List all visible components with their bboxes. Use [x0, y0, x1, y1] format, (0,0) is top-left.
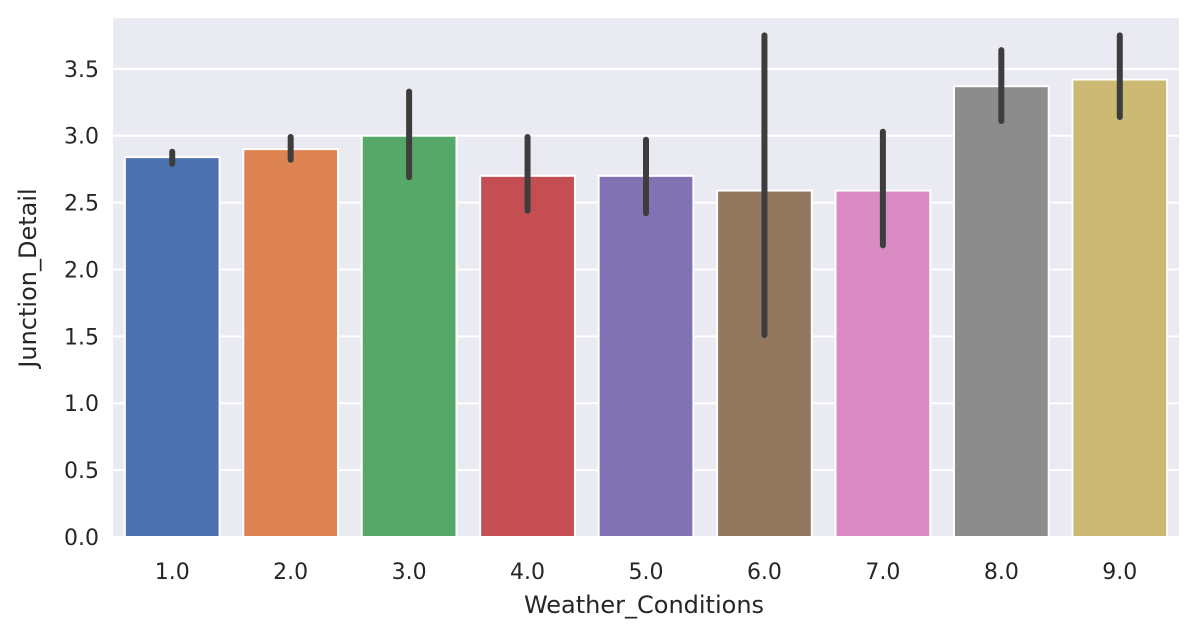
bars	[123, 78, 1169, 539]
x-tick-label: 1.0	[155, 560, 190, 585]
bar-8.0	[952, 85, 1050, 538]
bar-2.0	[242, 148, 340, 539]
x-tick-label: 8.0	[984, 560, 1019, 585]
error-bars	[169, 32, 1123, 339]
y-tick-label: 3.0	[64, 125, 99, 150]
bar-4.0	[479, 174, 576, 538]
x-tick-label: 7.0	[865, 560, 900, 585]
x-tick-label: 6.0	[747, 560, 782, 585]
bar-5.0	[597, 174, 695, 538]
x-tick-label: 2.0	[273, 560, 308, 585]
y-tick-label: 1.0	[64, 392, 99, 417]
x-tick-label: 3.0	[392, 560, 427, 585]
y-axis-label: Junction_Detail	[14, 188, 42, 369]
bar-9.0	[1071, 78, 1169, 539]
y-tick-labels: 0.0 0.5 1.0 1.5 2.0 2.5 3.0 3.5	[64, 58, 99, 551]
x-tick-label: 5.0	[629, 560, 664, 585]
bar-1.0	[123, 156, 221, 538]
y-tick-label: 0.0	[64, 526, 99, 551]
y-tick-label: 3.5	[64, 58, 99, 83]
y-tick-label: 2.0	[64, 258, 99, 283]
y-tick-label: 1.5	[64, 325, 99, 350]
x-axis-label: Weather_Conditions	[524, 591, 764, 619]
y-tick-label: 0.5	[64, 459, 99, 484]
x-tick-labels: 1.0 2.0 3.0 4.0 5.0 6.0 7.0 8.0 9.0	[155, 560, 1138, 585]
bar-3.0	[360, 134, 458, 538]
x-tick-label: 9.0	[1102, 560, 1137, 585]
x-tick-label: 4.0	[510, 560, 545, 585]
y-tick-label: 2.5	[64, 192, 99, 217]
